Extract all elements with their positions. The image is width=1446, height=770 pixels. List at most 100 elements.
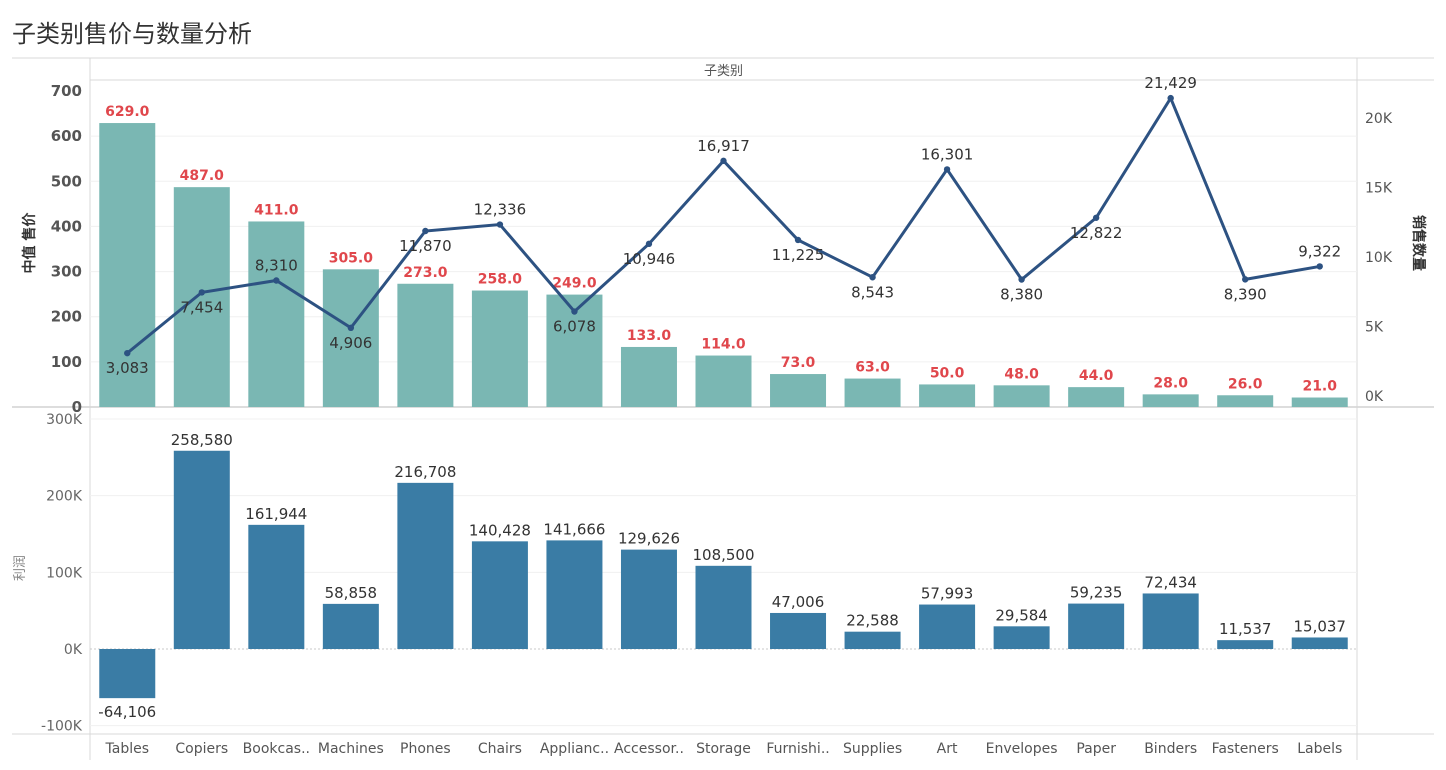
profit-bar [1217, 640, 1274, 649]
profit-tick-label: 0K [64, 642, 83, 658]
left-tick-label: 0 [72, 398, 82, 416]
quantity-data-label: 12,822 [1070, 224, 1123, 242]
chart-title: 子类别售价与数量分析 [12, 20, 252, 48]
profit-data-label: 59,235 [1070, 584, 1123, 602]
quantity-data-label: 12,336 [474, 201, 527, 219]
price-bar [322, 269, 379, 407]
category-label: Accessor.. [614, 741, 684, 757]
profit-data-label: -64,106 [98, 703, 156, 721]
quantity-point [943, 166, 951, 173]
category-label: Envelopes [986, 741, 1058, 757]
profit-bar [397, 482, 454, 649]
quantity-point [1167, 94, 1174, 102]
category-label: Labels [1297, 741, 1342, 757]
profit-data-label: 22,588 [846, 612, 899, 630]
price-data-label: 249.0 [552, 276, 597, 292]
quantity-point [347, 324, 355, 332]
category-label: Supplies [843, 741, 902, 757]
quantity-data-label: 16,301 [921, 145, 974, 163]
price-bar [844, 378, 901, 407]
quantity-data-label: 4,906 [329, 334, 372, 352]
left-axis-title: 中值 售价 [21, 212, 38, 274]
quantity-point [1242, 276, 1249, 283]
price-bar [695, 355, 752, 407]
price-bar [993, 385, 1050, 407]
category-label: Copiers [175, 741, 228, 757]
price-data-label: 48.0 [1004, 366, 1039, 382]
price-data-label: 629.0 [105, 104, 150, 120]
price-data-label: 73.0 [781, 355, 816, 371]
profit-bar [993, 626, 1050, 649]
quantity-data-label: 8,310 [255, 256, 298, 274]
right-tick-label: 20K [1365, 111, 1393, 127]
price-bar [620, 346, 677, 407]
category-label: Chairs [478, 741, 522, 757]
profit-data-label: 258,580 [171, 431, 233, 449]
left-tick-label: 200 [51, 308, 82, 326]
price-bar [919, 384, 976, 407]
quantity-data-label: 3,083 [106, 359, 149, 377]
quantity-data-label: 8,380 [1000, 286, 1043, 304]
profit-tick-label: 300K [46, 412, 83, 428]
right-tick-label: 0K [1365, 389, 1384, 405]
quantity-data-label: 10,946 [623, 250, 676, 268]
profit-data-label: 161,944 [245, 505, 307, 523]
profit-bar [695, 565, 752, 649]
profit-data-label: 11,537 [1219, 620, 1272, 638]
column-header: 子类别 [704, 64, 743, 79]
price-data-label: 258.0 [478, 272, 523, 288]
quantity-data-label: 9,322 [1298, 242, 1341, 260]
quantity-data-label: 8,390 [1224, 285, 1267, 303]
price-data-label: 21.0 [1302, 379, 1337, 395]
price-data-label: 411.0 [254, 202, 299, 218]
category-label: Storage [696, 741, 751, 757]
quantity-point [1092, 214, 1100, 221]
price-data-label: 63.0 [855, 360, 890, 376]
left-tick-label: 600 [51, 127, 82, 145]
quantity-point [198, 289, 205, 296]
profit-tick-label: -100K [41, 719, 83, 735]
price-data-label: 305.0 [329, 250, 374, 266]
quantity-data-label: 21,429 [1144, 74, 1197, 92]
right-tick-label: 10K [1365, 250, 1393, 266]
category-label: Binders [1144, 741, 1197, 757]
quantity-point [496, 221, 504, 228]
price-data-label: 114.0 [701, 337, 746, 353]
quantity-data-label: 16,917 [697, 137, 750, 155]
quantity-data-label: 11,225 [772, 246, 825, 264]
left-tick-label: 500 [51, 172, 82, 190]
quantity-data-label: 7,454 [180, 298, 223, 316]
price-data-label: 273.0 [403, 265, 448, 281]
price-bar [770, 374, 827, 407]
profit-bar [248, 524, 305, 649]
profit-data-label: 129,626 [618, 530, 680, 548]
profit-bar [322, 603, 379, 649]
right-tick-label: 15K [1365, 181, 1393, 197]
profit-axis-title: 利润 [13, 555, 28, 581]
profit-tick-label: 100K [46, 565, 83, 581]
right-axis-title: 销售数量 [1410, 215, 1427, 271]
price-data-label: 487.0 [180, 168, 225, 184]
quantity-data-label: 6,078 [553, 318, 596, 336]
quantity-data-label: 11,870 [399, 237, 452, 255]
profit-bar [546, 540, 603, 649]
price-bar [397, 283, 454, 407]
price-bar [1142, 394, 1199, 407]
quantity-point [1316, 263, 1323, 270]
quantity-point [869, 274, 876, 281]
profit-bar [1142, 593, 1199, 649]
profit-data-label: 140,428 [469, 521, 531, 539]
left-tick-label: 700 [51, 82, 82, 100]
profit-data-label: 216,708 [394, 463, 456, 481]
profit-data-label: 29,584 [995, 606, 1048, 624]
price-data-label: 50.0 [930, 365, 965, 381]
profit-data-label: 141,666 [543, 520, 605, 538]
quantity-point [273, 277, 280, 284]
profit-bar [620, 549, 677, 649]
profit-data-label: 72,434 [1144, 573, 1197, 591]
quantity-point [571, 308, 578, 315]
category-label: Fasteners [1212, 741, 1279, 757]
quantity-point [645, 240, 653, 248]
profit-bar [1068, 603, 1125, 649]
profit-data-label: 108,500 [692, 546, 754, 564]
